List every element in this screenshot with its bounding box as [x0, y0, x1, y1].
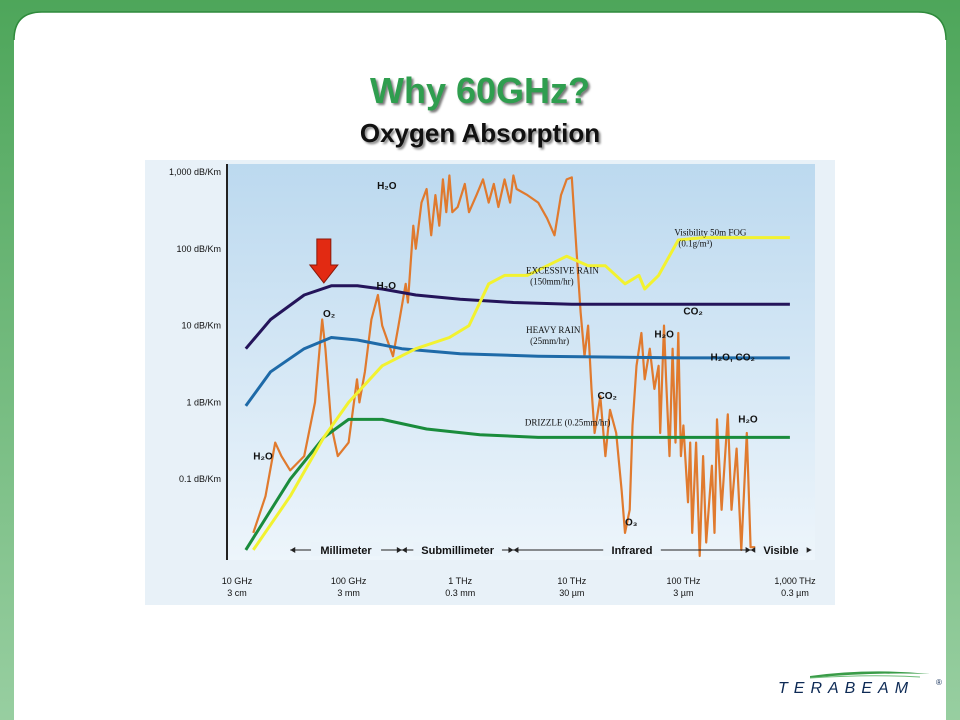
- y-tick-label: 1 dB/Km: [186, 397, 221, 407]
- band-arrow: [745, 547, 751, 553]
- series-label: (25mm/hr): [530, 336, 569, 346]
- band-label-bg: [603, 542, 661, 556]
- band-arrow: [290, 547, 296, 553]
- band-arrow: [806, 547, 812, 553]
- absorption-label: H₂O, CO₂: [711, 353, 755, 364]
- band-arrow: [508, 547, 514, 553]
- slide-title: Why 60GHz?: [369, 70, 591, 111]
- series-label: Visibility 50m FOG: [674, 227, 746, 237]
- absorption-label: CO₂: [598, 391, 617, 402]
- x-tick-label: 1 THz: [448, 576, 472, 586]
- x-tick-sublabel: 30 µm: [559, 588, 584, 598]
- band-arrow: [401, 547, 407, 553]
- band-label-bg: [413, 542, 502, 556]
- band-label: Submillimeter: [421, 545, 494, 557]
- band-label: Visible: [763, 545, 798, 557]
- x-tick-label: 10 THz: [557, 576, 586, 586]
- x-tick-label: 1,000 THz: [774, 576, 816, 586]
- x-tick-sublabel: 0.3 µm: [781, 588, 809, 598]
- absorption-label: H₂O: [253, 452, 273, 463]
- x-tick-sublabel: 3 cm: [227, 588, 247, 598]
- x-tick-label: 100 THz: [666, 576, 700, 586]
- y-tick-label: 1,000 dB/Km: [169, 167, 221, 177]
- logo-registered-mark: ®: [936, 678, 942, 687]
- absorption-label: O₃: [625, 517, 638, 528]
- series-line: [244, 284, 790, 350]
- series-line: [244, 336, 790, 407]
- series-label: DRIZZLE (0.25mm/hr): [525, 418, 610, 428]
- x-tick-label: 10 GHz: [222, 576, 253, 586]
- x-tick-sublabel: 0.3 mm: [445, 588, 475, 598]
- series-label: (0.1g/m³): [678, 238, 712, 248]
- logo-text: TERABEAM: [778, 680, 915, 697]
- y-tick-label: 0.1 dB/Km: [179, 474, 221, 484]
- absorption-label: H₂O: [654, 329, 674, 340]
- x-tick-label: 100 GHz: [331, 576, 367, 586]
- o2-highlight-arrow: [308, 238, 339, 284]
- series-label: EXCESSIVE RAIN: [526, 265, 599, 275]
- band-label-bg: [311, 542, 382, 556]
- absorption-chart: 1,000 dB/Km 100 dB/Km 10 dB/Km 1 dB/Km 0.1 d…: [145, 160, 835, 605]
- x-tick-sublabel: 3 mm: [337, 588, 360, 598]
- terabeam-logo: [809, 671, 930, 679]
- series-line: [252, 236, 790, 551]
- absorption-label: O₂: [323, 309, 335, 320]
- slide-subtitle: Oxygen Absorption: [359, 118, 601, 148]
- series-line: [244, 417, 790, 551]
- y-tick-label: 100 dB/Km: [176, 244, 221, 254]
- series-label: HEAVY RAIN: [526, 325, 581, 335]
- y-tick-label: 10 dB/Km: [181, 321, 221, 331]
- band-arrow: [750, 547, 756, 553]
- plot-area: [227, 164, 815, 560]
- absorption-label: CO₂: [683, 306, 702, 317]
- absorption-label: H₂O: [377, 281, 397, 292]
- absorption-label: H₂O: [738, 414, 758, 425]
- absorption-label: H₂O: [377, 181, 397, 192]
- series-label: (150mm/hr): [530, 276, 574, 286]
- band-label-bg: [755, 542, 807, 556]
- band-label: Millimeter: [320, 545, 372, 557]
- x-tick-sublabel: 3 µm: [673, 588, 693, 598]
- band-arrow: [513, 547, 519, 553]
- band-label: Infrared: [612, 545, 653, 557]
- band-arrow: [396, 547, 402, 553]
- series-line: [252, 174, 790, 558]
